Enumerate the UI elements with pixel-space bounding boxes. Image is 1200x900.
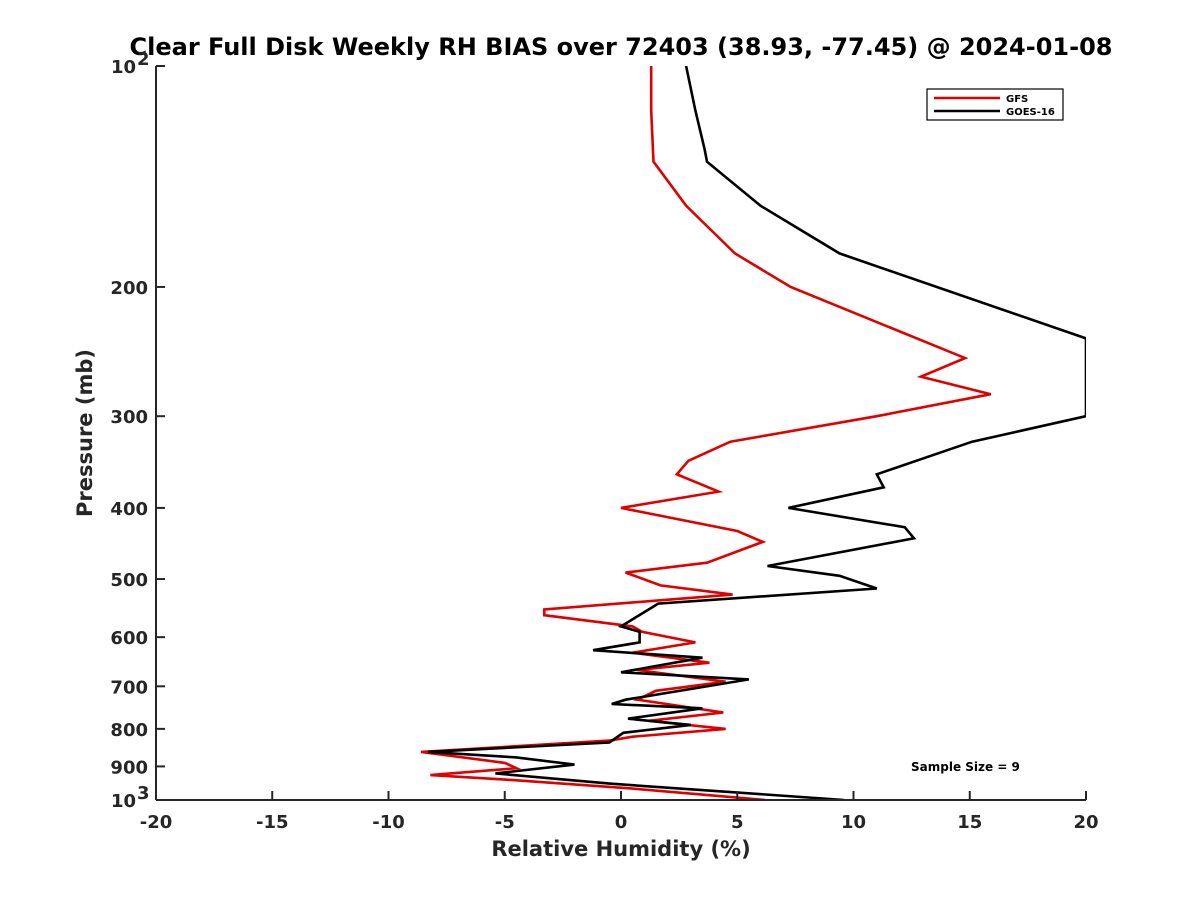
y-tick-label: 600: [110, 628, 148, 649]
y-tick-label: 10: [111, 57, 136, 78]
sample-size-annotation: Sample Size = 9: [911, 760, 1020, 774]
x-tick-label: 20: [1073, 812, 1098, 833]
y-tick-label: 200: [110, 278, 148, 299]
y-tick-exponent: 3: [137, 783, 150, 804]
x-tick-label: -5: [495, 812, 515, 833]
series-line-goes-16: [427, 66, 1086, 800]
x-tick-label: -20: [140, 812, 173, 833]
series-group: [420, 66, 1086, 800]
x-tick-label: 10: [841, 812, 866, 833]
x-tick-label: -10: [372, 812, 405, 833]
legend-label: GFS: [1006, 94, 1028, 105]
y-tick-exponent: 2: [137, 49, 150, 70]
y-tick-label: 400: [110, 499, 148, 520]
y-tick-label: 700: [110, 677, 148, 698]
x-tick-label: 5: [731, 812, 744, 833]
x-axis-label: Relative Humidity (%): [491, 837, 750, 861]
y-tick-label: 500: [110, 570, 148, 591]
x-tick-label: 15: [957, 812, 982, 833]
y-axis-label: Pressure (mb): [73, 349, 97, 517]
legend: GFS GOES-16: [926, 88, 1064, 121]
y-tick-label: 800: [110, 720, 148, 741]
y-tick-label: 10: [111, 791, 136, 812]
y-tick-label: 900: [110, 757, 148, 778]
x-tick-label: -15: [256, 812, 289, 833]
y-tick-label: 300: [110, 407, 148, 428]
x-tick-label: 0: [615, 812, 628, 833]
chart-title: Clear Full Disk Weekly RH BIAS over 7240…: [130, 33, 1113, 61]
series-line-gfs: [420, 66, 992, 800]
legend-box: [926, 88, 1064, 121]
legend-label: GOES-16: [1006, 107, 1055, 118]
